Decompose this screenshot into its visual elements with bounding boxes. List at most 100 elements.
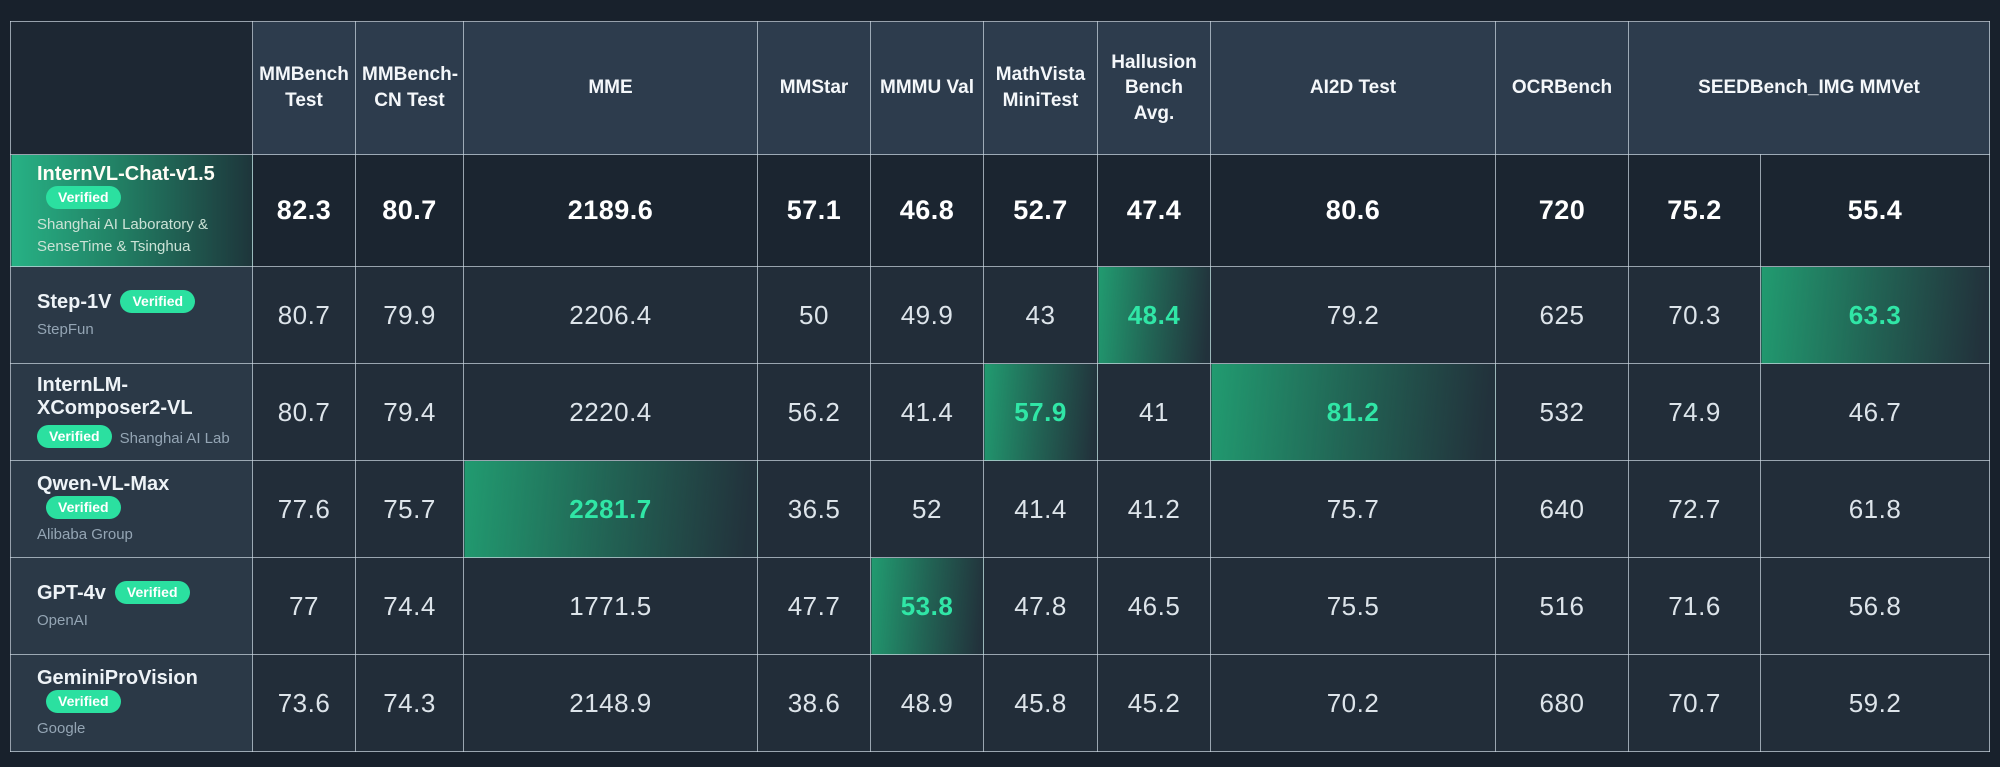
score-cell: 41.2	[1097, 460, 1211, 558]
score-cell: 74.3	[355, 654, 464, 752]
table-body: InternVL-Chat-v1.5Verified Shanghai AI La…	[10, 154, 1990, 752]
column-header: SEEDBench_IMG MMVet	[1628, 21, 1990, 155]
score-cell: 79.9	[355, 266, 464, 364]
score-cell: 46.5	[1097, 557, 1211, 655]
model-cell: GeminiProVisionVerified Google	[10, 654, 253, 752]
score-cell: 75.7	[355, 460, 464, 558]
column-header: MathVista MiniTest	[983, 21, 1098, 155]
header-row: MMBench Test MMBench-CN Test MME MMStar MMMU…	[10, 21, 1990, 155]
org-label: Google	[37, 719, 86, 737]
verified-badge: Verified	[114, 580, 190, 604]
score-cell: 79.4	[355, 363, 464, 461]
benchmark-table: MMBench Test MMBench-CN Test MME MMStar MMMU…	[10, 21, 1990, 752]
org-label: Shanghai AI Lab	[119, 430, 230, 448]
score-cell: 70.3	[1628, 266, 1761, 364]
score-cell: 71.6	[1628, 557, 1761, 655]
verified-badge: Verified	[46, 495, 121, 519]
score-cell: 1771.5	[463, 557, 758, 655]
corner-cell	[10, 21, 253, 155]
score-cell: 57.9	[983, 363, 1098, 461]
score-cell: 2220.4	[463, 363, 758, 461]
verified-badge: Verified	[46, 689, 121, 713]
score-cell: 47.8	[983, 557, 1098, 655]
score-cell: 53.8	[870, 557, 984, 655]
table-row: GeminiProVisionVerified Google 73.6 74.3 214…	[10, 654, 1990, 752]
score-cell: 46.7	[1760, 363, 1990, 461]
score-cell: 61.8	[1760, 460, 1990, 558]
table-row: InternLM-XComposer2-VL Verified Shanghai A…	[10, 363, 1990, 461]
score-cell: 49.9	[870, 266, 984, 364]
leaderboard: MMBench Test MMBench-CN Test MME MMStar MMMU…	[10, 21, 1990, 752]
score-cell: 532	[1495, 363, 1629, 461]
score-cell: 70.2	[1210, 654, 1496, 752]
score-cell: 70.7	[1628, 654, 1761, 752]
score-cell: 75.2	[1628, 154, 1761, 267]
table-row: Qwen-VL-MaxVerified Alibaba Group 77.6 75.7…	[10, 460, 1990, 558]
model-name: Qwen-VL-Max	[37, 472, 170, 495]
score-cell: 516	[1495, 557, 1629, 655]
verified-badge: Verified	[120, 289, 196, 313]
score-cell: 80.6	[1210, 154, 1496, 267]
model-cell: InternLM-XComposer2-VL Verified Shanghai A…	[10, 363, 253, 461]
model-cell: Step-1V Verified StepFun	[10, 266, 253, 364]
score-cell: 2281.7	[463, 460, 758, 558]
model-cell: GPT-4v Verified OpenAI	[10, 557, 253, 655]
table-row: InternVL-Chat-v1.5Verified Shanghai AI La…	[10, 154, 1990, 267]
score-cell: 38.6	[757, 654, 871, 752]
verified-badge: Verified	[37, 425, 112, 449]
column-header: Hallusion Bench Avg.	[1097, 21, 1211, 155]
model-name: InternVL-Chat-v1.5	[37, 163, 215, 186]
score-cell: 45.2	[1097, 654, 1211, 752]
score-cell: 81.2	[1210, 363, 1496, 461]
score-cell: 52	[870, 460, 984, 558]
score-cell: 80.7	[252, 266, 356, 364]
org-label: StepFun	[37, 320, 94, 338]
score-cell: 57.1	[757, 154, 871, 267]
score-cell: 2189.6	[463, 154, 758, 267]
score-cell: 2148.9	[463, 654, 758, 752]
score-cell: 625	[1495, 266, 1629, 364]
score-cell: 77.6	[252, 460, 356, 558]
score-cell: 2206.4	[463, 266, 758, 364]
score-cell: 82.3	[252, 154, 356, 267]
score-cell: 720	[1495, 154, 1629, 267]
column-header: OCRBench	[1495, 21, 1629, 155]
score-cell: 43	[983, 266, 1098, 364]
score-cell: 74.4	[355, 557, 464, 655]
score-cell: 72.7	[1628, 460, 1761, 558]
score-cell: 77	[252, 557, 356, 655]
score-cell: 48.9	[870, 654, 984, 752]
score-cell: 63.3	[1760, 266, 1990, 364]
org-label: Shanghai AI Laboratory & SenseTime & Tsi…	[37, 216, 208, 255]
score-cell: 52.7	[983, 154, 1098, 267]
score-cell: 41	[1097, 363, 1211, 461]
model-cell: InternVL-Chat-v1.5Verified Shanghai AI La…	[10, 154, 253, 267]
column-header: MMStar	[757, 21, 871, 155]
score-cell: 48.4	[1097, 266, 1211, 364]
score-cell: 640	[1495, 460, 1629, 558]
score-cell: 79.2	[1210, 266, 1496, 364]
score-cell: 41.4	[983, 460, 1098, 558]
table-row: GPT-4v Verified OpenAI 77 74.4 1771.5 47.7 53.8…	[10, 557, 1990, 655]
column-header: AI2D Test	[1210, 21, 1496, 155]
org-label: OpenAI	[37, 611, 88, 629]
score-cell: 75.7	[1210, 460, 1496, 558]
score-cell: 56.8	[1760, 557, 1990, 655]
column-header: MMMU Val	[870, 21, 984, 155]
score-cell: 47.7	[757, 557, 871, 655]
model-name: Step-1V	[37, 290, 112, 313]
column-header: MMBench Test	[252, 21, 356, 155]
column-header: MME	[463, 21, 758, 155]
score-cell: 46.8	[870, 154, 984, 267]
table-row: Step-1V Verified StepFun 80.7 79.9 2206.4 50 49…	[10, 266, 1990, 364]
score-cell: 36.5	[757, 460, 871, 558]
score-cell: 75.5	[1210, 557, 1496, 655]
verified-badge: Verified	[46, 186, 121, 210]
score-cell: 59.2	[1760, 654, 1990, 752]
model-name: InternLM-XComposer2-VL	[37, 374, 193, 420]
score-cell: 45.8	[983, 654, 1098, 752]
score-cell: 47.4	[1097, 154, 1211, 267]
score-cell: 80.7	[252, 363, 356, 461]
score-cell: 74.9	[1628, 363, 1761, 461]
model-cell: Qwen-VL-MaxVerified Alibaba Group	[10, 460, 253, 558]
